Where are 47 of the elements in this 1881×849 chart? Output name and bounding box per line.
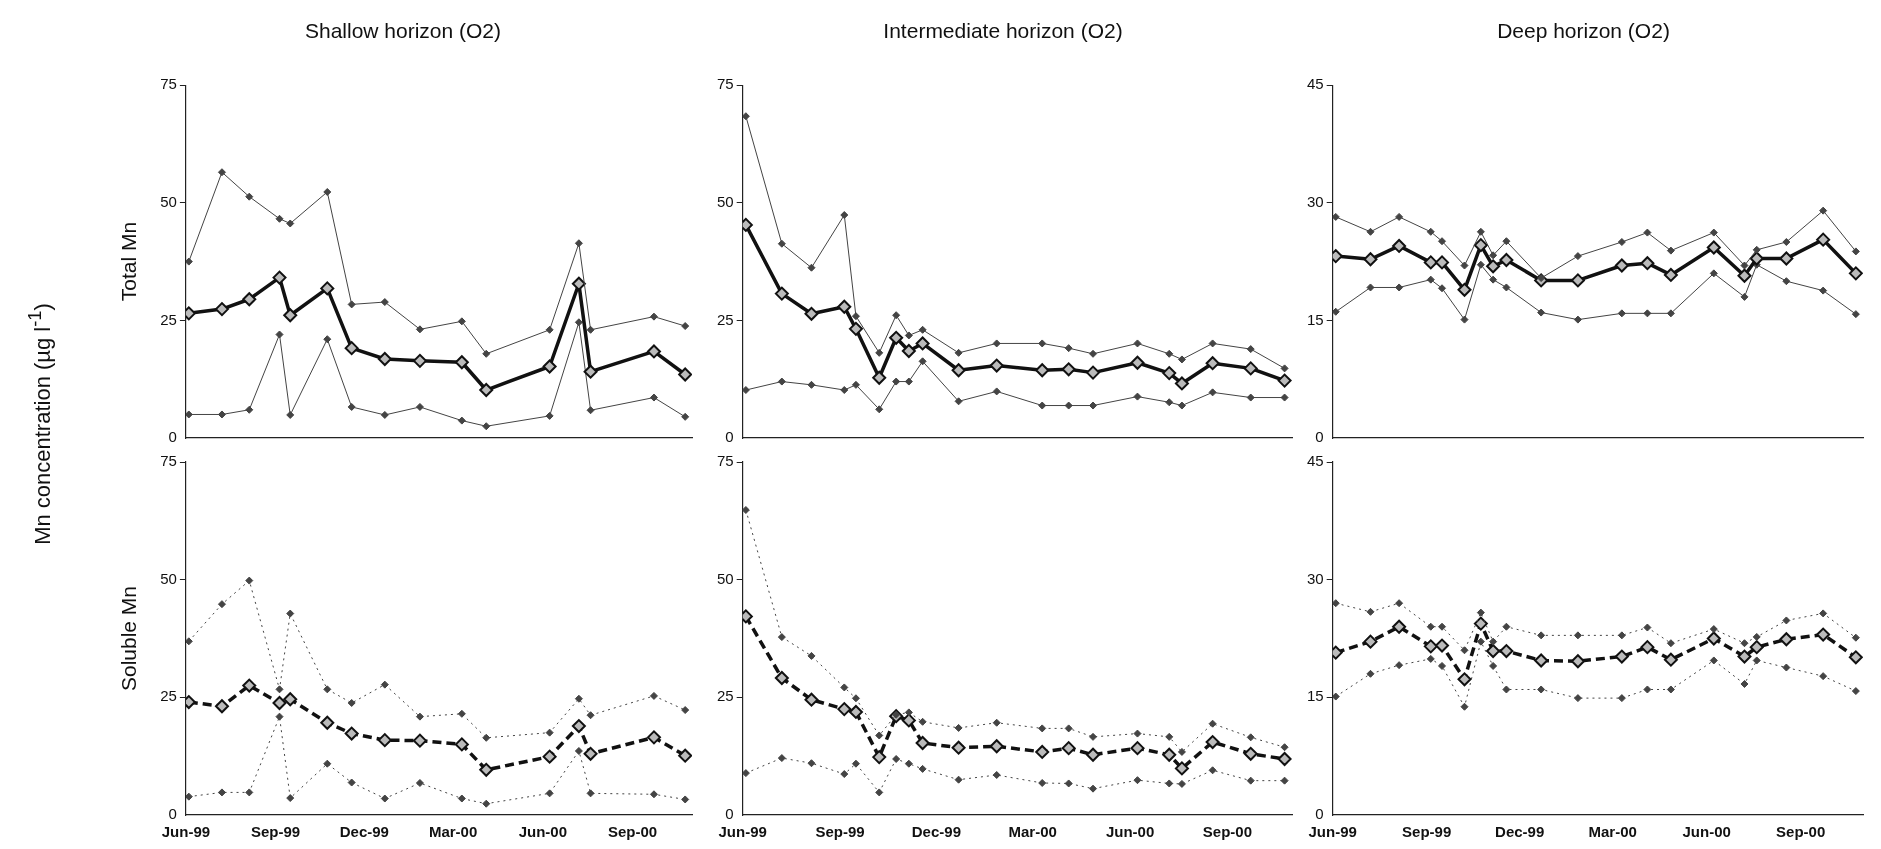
y-tick-label: 25: [717, 310, 734, 328]
chart-title: Intermediate horizon (O2): [883, 19, 1123, 43]
y-tick-label: 15: [1307, 687, 1324, 705]
x-tick-label: Jun-99: [718, 823, 767, 841]
y-axis-title: Total Mn: [117, 221, 141, 302]
x-tick-label: Mar-00: [1008, 823, 1057, 841]
y-tick-label: 25: [160, 687, 177, 705]
y-tick-label: 0: [725, 428, 734, 446]
y-tick-label: 0: [1315, 428, 1324, 446]
x-tick-label: Jun-00: [1105, 823, 1155, 841]
y-tick-label: 25: [717, 687, 734, 705]
y-tick-label: 15: [1307, 310, 1324, 328]
y-tick-label: 75: [717, 75, 734, 93]
y-axis-title: Soluble Mn: [117, 585, 141, 692]
y-tick-label: 75: [160, 452, 177, 470]
y-tick-label: 75: [160, 75, 177, 93]
x-tick-label: Mar-00: [1588, 823, 1637, 841]
y-tick-label: 50: [717, 192, 734, 210]
y-tick-label: 0: [725, 805, 734, 823]
y-tick-label: 75: [717, 452, 734, 470]
x-tick-label: Jun-00: [1682, 823, 1731, 841]
x-tick-label: Sep-99: [251, 823, 301, 841]
y-tick-label: 45: [1307, 452, 1324, 470]
x-tick-label: Mar-00: [428, 823, 478, 841]
x-tick-label: Jun-00: [518, 823, 567, 841]
y-tick-label: 30: [1307, 569, 1324, 587]
x-tick-label: Jun-99: [161, 823, 211, 841]
y-tick-label: 0: [1315, 805, 1324, 823]
x-tick-label: Sep-99: [1402, 823, 1452, 841]
x-tick-label: Dec-99: [1495, 823, 1545, 841]
x-tick-label: Dec-99: [911, 823, 961, 841]
y-tick-label: 25: [160, 310, 177, 328]
y-tick-label: 30: [1307, 192, 1324, 210]
y-tick-label: 0: [168, 805, 177, 823]
x-tick-label: Sep-00: [1202, 823, 1253, 841]
y-tick-label: 50: [160, 192, 177, 210]
x-tick-label: Sep-00: [1776, 823, 1826, 841]
chart-title: Shallow horizon (O2): [304, 19, 502, 43]
chart-title: Deep horizon (O2): [1497, 19, 1670, 43]
y-tick-label: 50: [717, 569, 734, 587]
y-tick-label: 45: [1307, 75, 1324, 93]
x-tick-label: Sep-00: [607, 823, 658, 841]
y-tick-label: 0: [168, 428, 177, 446]
x-tick-label: Dec-99: [339, 823, 389, 841]
x-tick-label: Sep-99: [815, 823, 865, 841]
x-tick-label: Jun-99: [1308, 823, 1357, 841]
y-tick-label: 50: [160, 569, 177, 587]
